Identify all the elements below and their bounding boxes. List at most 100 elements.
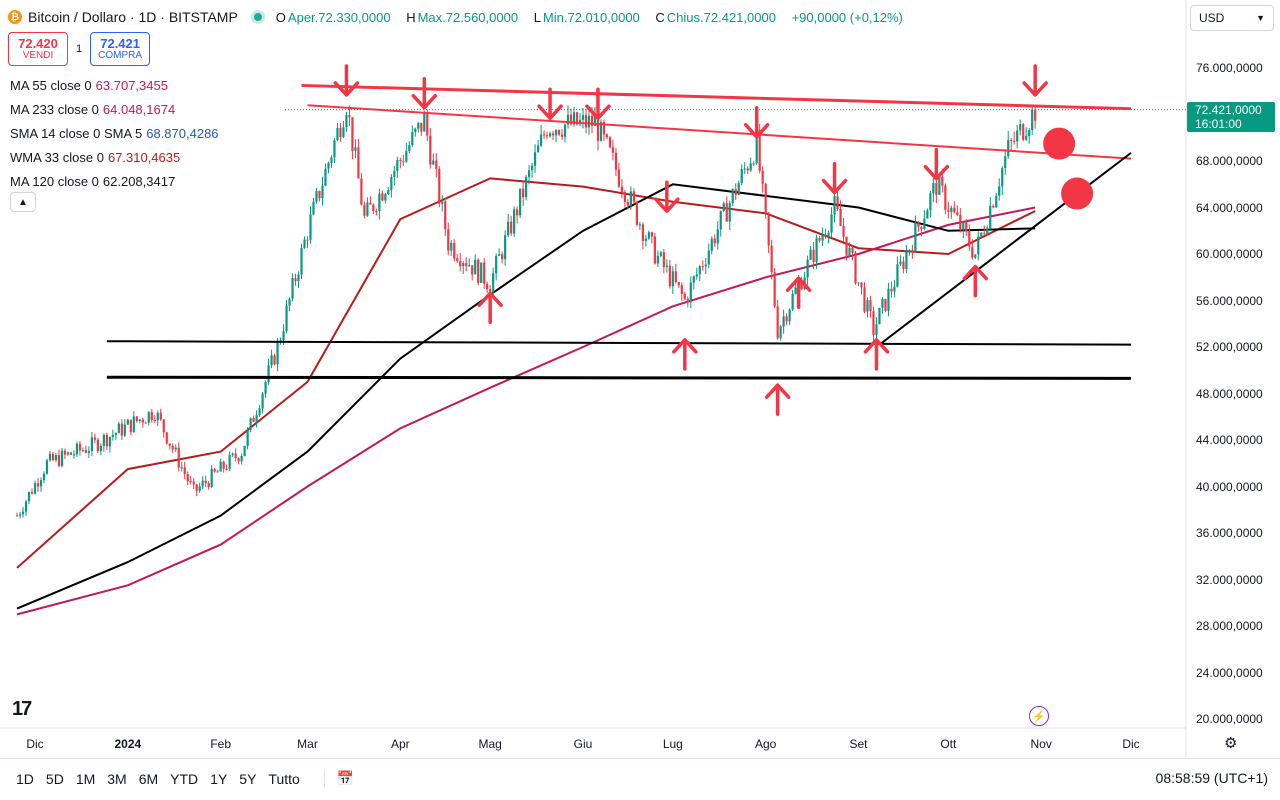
time-tick-label: Set: [849, 737, 868, 751]
candle-body: [674, 271, 677, 283]
indicator-ma55[interactable]: MA 55 close 0 63.707,3455: [10, 74, 219, 98]
candle-body: [504, 235, 507, 260]
candle-body: [180, 467, 183, 469]
candle-body: [444, 201, 447, 230]
indicator-sma14[interactable]: SMA 14 close 0 SMA 5 68.870,4286: [10, 122, 219, 146]
candle-body: [84, 450, 88, 453]
gear-icon[interactable]: ⚙: [1224, 735, 1238, 752]
down-arrow-head: [743, 123, 770, 139]
indicator-ma120[interactable]: MA 120 close 0 62.208,3417: [10, 170, 219, 194]
bitcoin-icon: ₿: [8, 10, 22, 24]
candle-body: [929, 193, 932, 211]
candle-body: [294, 278, 297, 282]
marker-circle: [1061, 177, 1094, 210]
candle-body: [153, 419, 156, 421]
candle-body: [851, 247, 854, 253]
range-button[interactable]: 6M: [138, 770, 159, 787]
candle-body: [974, 254, 977, 258]
price-tick-label: 60.000,0000: [1196, 247, 1263, 261]
buy-label: COMPRA: [98, 49, 143, 61]
candle-body: [728, 203, 731, 222]
candle-body: [15, 515, 19, 517]
range-button[interactable]: 5D: [45, 770, 64, 787]
candle-body: [96, 439, 99, 451]
candle-body: [818, 238, 821, 241]
range-button[interactable]: 3M: [107, 770, 127, 787]
candle-body: [743, 168, 746, 170]
candle-body: [782, 316, 785, 327]
ohlc-low: Min.72.010,0000: [542, 9, 640, 25]
sell-button[interactable]: 72.420 VENDI: [8, 32, 68, 66]
candle-body: [680, 285, 683, 294]
candle-body: [530, 165, 534, 171]
candle-body: [24, 501, 28, 512]
candle-body: [665, 265, 668, 267]
candle-body: [677, 282, 680, 286]
clock[interactable]: 08:58:59 (UTC+1): [1155, 770, 1268, 786]
candle-body: [995, 195, 998, 208]
candle-body: [953, 207, 956, 213]
candle-body: [704, 264, 707, 267]
symbol-title[interactable]: Bitcoin / Dollaro · 1D · BITSTAMP: [28, 9, 238, 25]
candle-body: [21, 511, 25, 515]
tradingview-logo-icon[interactable]: 17: [12, 698, 32, 720]
range-button[interactable]: 5Y: [239, 770, 257, 787]
candle-body: [480, 262, 483, 283]
collapse-legend-button[interactable]: ▲: [10, 192, 36, 212]
candle-body: [734, 189, 737, 195]
candle-body: [896, 264, 899, 287]
candle-body: [258, 408, 261, 416]
candle-body: [749, 163, 752, 171]
candle-body: [105, 434, 108, 447]
calendar-icon[interactable]: 📅: [323, 770, 354, 787]
candle-body: [225, 468, 228, 470]
range-button[interactable]: 1M: [75, 770, 96, 787]
candle-body: [1019, 124, 1022, 131]
indicator-name: SMA 14 close 0 SMA 5: [10, 126, 143, 141]
candle-body: [270, 355, 273, 366]
range-button[interactable]: Tutto: [268, 770, 300, 787]
candle-body: [210, 468, 213, 488]
range-button[interactable]: YTD: [170, 770, 199, 787]
indicator-wma33[interactable]: WMA 33 close 0 67.310,4635: [10, 146, 219, 170]
candle-body: [282, 331, 285, 341]
candle-body: [72, 454, 76, 456]
candle-body: [617, 169, 621, 187]
indicator-name: MA 120 close 0: [10, 174, 99, 189]
candle-body: [713, 238, 716, 244]
support-line-lower: [106, 375, 1132, 380]
candle-body: [474, 259, 477, 275]
ohlc-open-key: O: [275, 9, 286, 25]
candle-body: [1010, 140, 1013, 142]
candle-body: [1031, 109, 1034, 131]
candle-body: [156, 412, 159, 421]
candle-body: [821, 235, 824, 241]
candle-body: [980, 232, 983, 237]
indicator-name: WMA 33 close 0: [10, 150, 104, 165]
candle-body: [390, 177, 393, 191]
range-button[interactable]: 1Y: [210, 770, 228, 787]
candle-body: [671, 271, 674, 287]
candle-body: [815, 238, 818, 263]
candle-body: [129, 419, 132, 432]
candle-body: [866, 300, 869, 312]
candle-body: [378, 193, 381, 212]
candle-body: [722, 203, 725, 212]
price-change: +90,0000 (+0,12%): [791, 9, 903, 25]
candle-body: [264, 382, 267, 394]
buy-button[interactable]: 72.421 COMPRA: [90, 32, 151, 66]
candle-body: [438, 168, 441, 204]
price-tick-label: 32.000,0000: [1196, 572, 1263, 587]
candle-body: [839, 209, 842, 227]
range-button[interactable]: 1D: [16, 770, 34, 787]
candle-body: [989, 205, 992, 229]
candle-body: [177, 447, 180, 468]
currency-select[interactable]: USD ▼: [1190, 5, 1274, 31]
candle-body: [291, 278, 294, 299]
lightning-icon[interactable]: ⚡: [1029, 706, 1049, 726]
candle-body: [135, 416, 138, 422]
indicator-ma233[interactable]: MA 233 close 0 64.048,1674: [10, 98, 219, 122]
candle-body: [321, 185, 324, 199]
